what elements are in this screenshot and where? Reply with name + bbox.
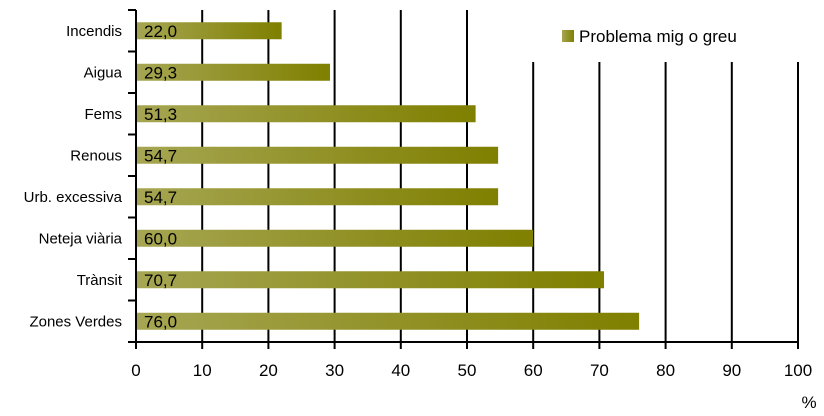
category-label: Trànsit: [77, 272, 123, 289]
data-label: 29,3: [144, 63, 177, 82]
bar: [136, 105, 476, 123]
x-tick-label: 20: [259, 361, 278, 380]
category-label: Fems: [85, 106, 123, 123]
axes: [128, 9, 799, 349]
bar: [136, 188, 499, 206]
category-label: Renous: [70, 147, 122, 164]
data-label: 76,0: [144, 312, 177, 331]
x-tick-label: 40: [391, 361, 410, 380]
bar: [136, 146, 499, 164]
x-tick-label: 30: [325, 361, 344, 380]
legend: Problema mig o greu: [552, 18, 798, 58]
x-axis-label: %: [801, 393, 816, 412]
bar: [136, 229, 534, 247]
gridlines: [201, 10, 799, 342]
category-label: Urb. excessiva: [24, 189, 123, 206]
data-label: 54,7: [144, 146, 177, 165]
labels: 22,0 Incendis 29,3 Aigua 51,3 Fems 54,7 Renous 5…: [24, 22, 817, 412]
bar: [136, 271, 605, 289]
bar: [136, 63, 330, 81]
data-label: 70,7: [144, 271, 177, 290]
x-tick-label: 50: [458, 361, 477, 380]
x-tick-label: 100: [784, 361, 812, 380]
bars: [136, 22, 640, 330]
legend-swatch: [562, 30, 574, 42]
category-label: Zones Verdes: [29, 313, 122, 330]
x-tick-label: 0: [131, 361, 140, 380]
legend-background: [552, 18, 798, 58]
x-tick-label: 60: [524, 361, 543, 380]
bar: [136, 312, 640, 330]
data-label: 22,0: [144, 22, 177, 41]
legend-label: Problema mig o greu: [579, 27, 737, 46]
data-label: 51,3: [144, 105, 177, 124]
data-label: 54,7: [144, 188, 177, 207]
x-tick-label: 10: [193, 361, 212, 380]
x-tick-label: 70: [590, 361, 609, 380]
bar: [136, 22, 282, 40]
category-label: Aigua: [84, 64, 123, 81]
category-label: Incendis: [66, 23, 122, 40]
x-tick-label: 80: [656, 361, 675, 380]
x-tick-label: 90: [722, 361, 741, 380]
data-label: 60,0: [144, 229, 177, 248]
category-label: Neteja viària: [39, 230, 123, 247]
